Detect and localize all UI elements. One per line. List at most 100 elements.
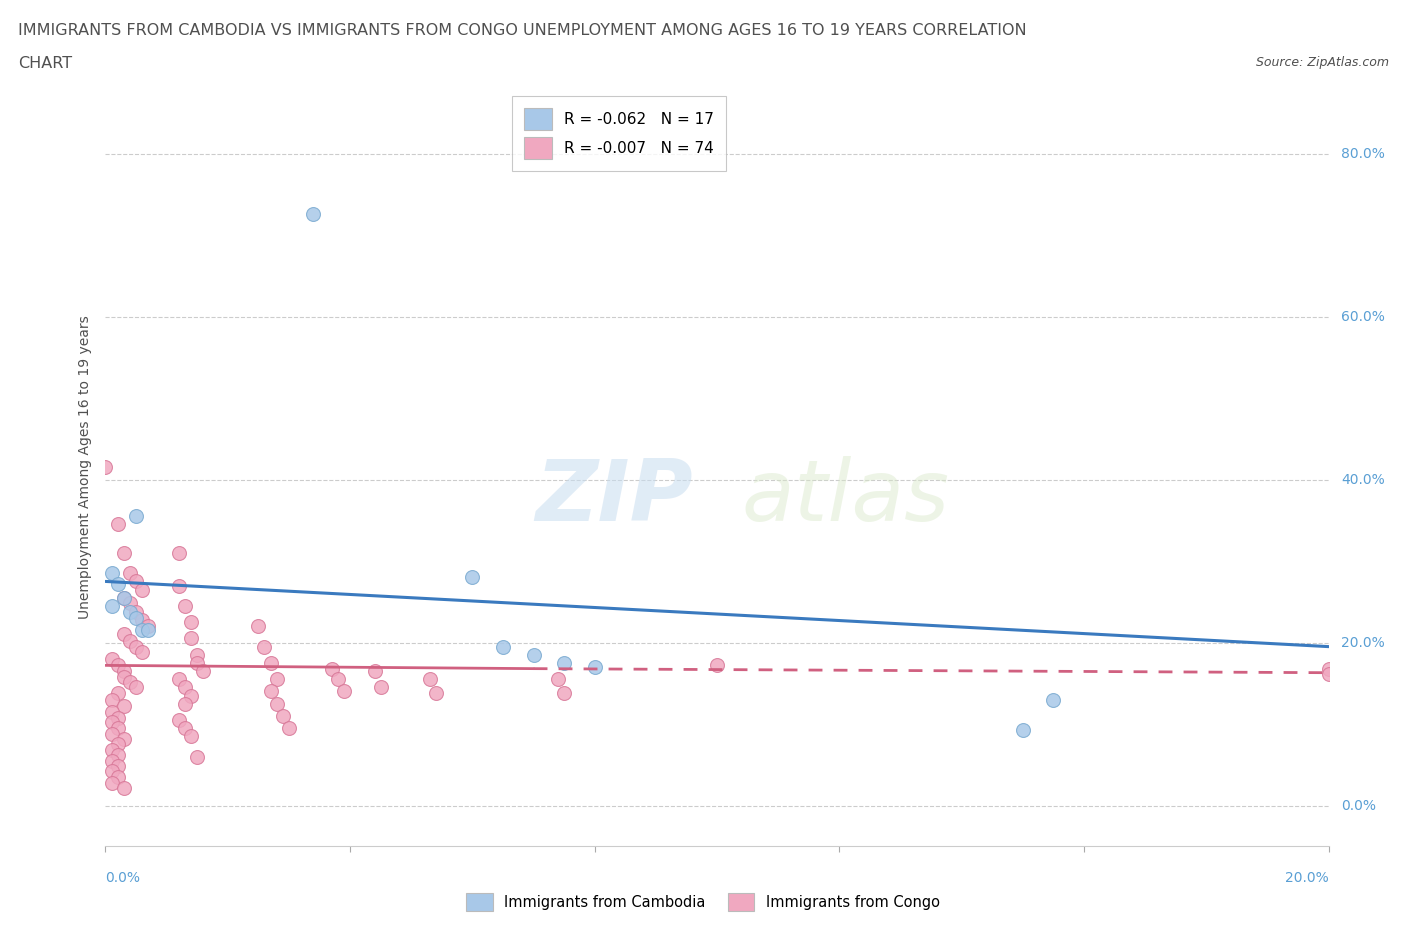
Point bbox=[547, 671, 569, 686]
Point bbox=[112, 670, 135, 684]
Point bbox=[174, 680, 197, 695]
Point bbox=[94, 460, 117, 475]
Point bbox=[302, 206, 325, 221]
Text: 60.0%: 60.0% bbox=[1341, 310, 1385, 324]
Point bbox=[1317, 661, 1340, 676]
Point bbox=[425, 685, 447, 700]
Point bbox=[118, 633, 141, 648]
Point bbox=[107, 517, 129, 532]
Point bbox=[112, 780, 135, 795]
Point bbox=[100, 692, 122, 707]
Point bbox=[1042, 692, 1064, 707]
Point bbox=[326, 671, 349, 686]
Point bbox=[100, 726, 122, 741]
Point bbox=[553, 685, 575, 700]
Legend: R = -0.062   N = 17, R = -0.007   N = 74: R = -0.062 N = 17, R = -0.007 N = 74 bbox=[512, 96, 727, 171]
Point bbox=[112, 546, 135, 561]
Point bbox=[100, 565, 122, 580]
Point bbox=[131, 612, 153, 627]
Point bbox=[271, 709, 294, 724]
Point bbox=[186, 750, 208, 764]
Text: CHART: CHART bbox=[18, 56, 72, 71]
Point bbox=[107, 658, 129, 672]
Text: 20.0%: 20.0% bbox=[1341, 635, 1385, 649]
Point bbox=[112, 664, 135, 679]
Point bbox=[107, 737, 129, 751]
Point bbox=[100, 743, 122, 758]
Point bbox=[112, 731, 135, 746]
Point bbox=[100, 753, 122, 768]
Point bbox=[253, 639, 276, 654]
Point bbox=[583, 659, 606, 674]
Point bbox=[186, 647, 208, 662]
Point bbox=[125, 680, 148, 695]
Point bbox=[1011, 723, 1033, 737]
Point bbox=[277, 721, 299, 736]
Point bbox=[100, 651, 122, 666]
Point bbox=[492, 639, 515, 654]
Text: Source: ZipAtlas.com: Source: ZipAtlas.com bbox=[1256, 56, 1389, 69]
Point bbox=[125, 604, 148, 619]
Point bbox=[167, 546, 190, 561]
Point bbox=[112, 698, 135, 713]
Point bbox=[523, 647, 546, 662]
Point bbox=[107, 711, 129, 725]
Point bbox=[266, 671, 288, 686]
Text: IMMIGRANTS FROM CAMBODIA VS IMMIGRANTS FROM CONGO UNEMPLOYMENT AMONG AGES 16 TO : IMMIGRANTS FROM CAMBODIA VS IMMIGRANTS F… bbox=[18, 23, 1026, 38]
Point bbox=[125, 509, 148, 524]
Point bbox=[131, 582, 153, 597]
Point bbox=[180, 729, 202, 744]
Point bbox=[136, 618, 159, 633]
Point bbox=[107, 759, 129, 774]
Point bbox=[125, 611, 148, 626]
Point bbox=[186, 656, 208, 671]
Point bbox=[167, 578, 190, 593]
Point bbox=[333, 684, 356, 698]
Point bbox=[112, 627, 135, 642]
Point bbox=[100, 776, 122, 790]
Text: atlas: atlas bbox=[741, 456, 949, 539]
Legend: Immigrants from Cambodia, Immigrants from Congo: Immigrants from Cambodia, Immigrants fro… bbox=[460, 885, 946, 918]
Point bbox=[100, 598, 122, 613]
Point bbox=[118, 596, 141, 611]
Point bbox=[174, 598, 197, 613]
Text: 20.0%: 20.0% bbox=[1285, 870, 1329, 884]
Point bbox=[125, 574, 148, 589]
Point bbox=[174, 721, 197, 736]
Text: 0.0%: 0.0% bbox=[1341, 799, 1376, 813]
Point bbox=[107, 577, 129, 591]
Point bbox=[118, 604, 141, 619]
Point bbox=[131, 623, 153, 638]
Point bbox=[370, 680, 392, 695]
Point bbox=[100, 764, 122, 778]
Point bbox=[167, 671, 190, 686]
Point bbox=[321, 661, 343, 676]
Point bbox=[112, 591, 135, 605]
Point bbox=[461, 570, 484, 585]
Point bbox=[553, 656, 575, 671]
Point bbox=[107, 721, 129, 736]
Point bbox=[174, 697, 197, 711]
Point bbox=[100, 704, 122, 719]
Point bbox=[363, 664, 385, 679]
Point bbox=[259, 656, 281, 671]
Text: 80.0%: 80.0% bbox=[1341, 147, 1385, 161]
Point bbox=[706, 658, 728, 672]
Point bbox=[125, 639, 148, 654]
Point bbox=[136, 623, 159, 638]
Text: 40.0%: 40.0% bbox=[1341, 472, 1385, 486]
Point bbox=[259, 684, 281, 698]
Point bbox=[180, 688, 202, 703]
Point bbox=[118, 565, 141, 580]
Point bbox=[180, 631, 202, 646]
Point bbox=[180, 615, 202, 630]
Point bbox=[419, 671, 441, 686]
Point bbox=[1317, 666, 1340, 681]
Y-axis label: Unemployment Among Ages 16 to 19 years: Unemployment Among Ages 16 to 19 years bbox=[79, 315, 93, 619]
Point bbox=[100, 715, 122, 730]
Point bbox=[167, 712, 190, 727]
Text: 0.0%: 0.0% bbox=[105, 870, 141, 884]
Point bbox=[107, 770, 129, 785]
Point bbox=[247, 618, 270, 633]
Point bbox=[266, 697, 288, 711]
